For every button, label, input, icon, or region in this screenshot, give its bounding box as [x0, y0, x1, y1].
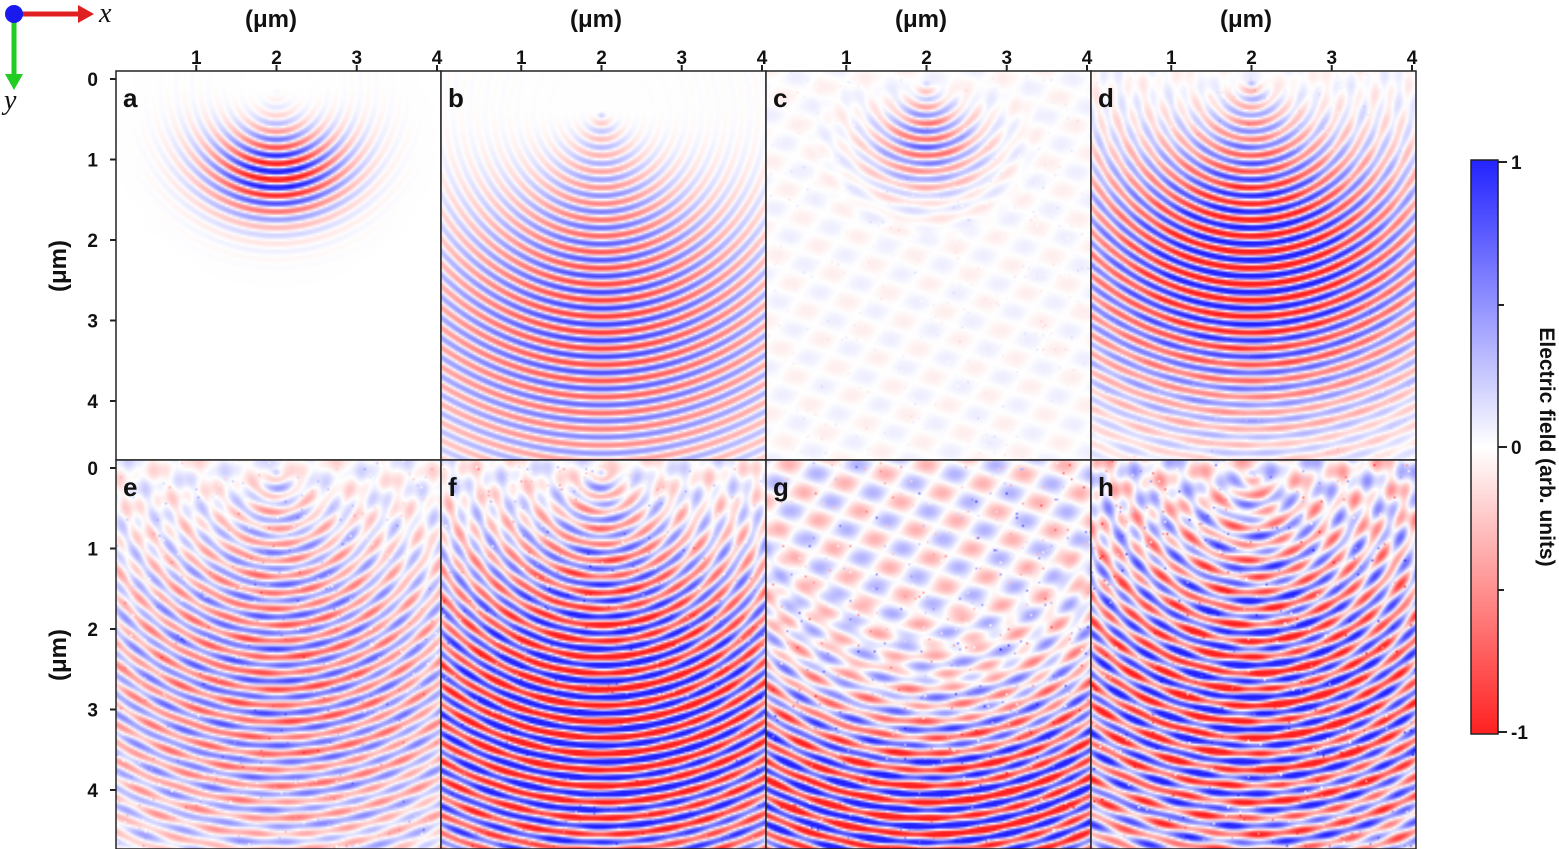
panel-label-a: a — [123, 83, 138, 113]
colorbar-tick-max: 1 — [1511, 153, 1522, 174]
field-map-c — [766, 71, 1091, 460]
panel-frame — [1090, 459, 1417, 849]
field-map-e — [116, 460, 441, 849]
field-map-f — [441, 460, 766, 849]
x-tick-label: 2 — [1246, 48, 1257, 69]
x-tick-label: 1 — [191, 48, 202, 69]
x-tick-label: 4 — [757, 48, 768, 69]
panel-h: h — [1090, 459, 1417, 849]
x-tick-label: 1 — [516, 48, 527, 69]
axis-indicator-x-label: x — [98, 0, 112, 29]
y-tick-label: 3 — [87, 312, 98, 333]
y-tick-label: 0 — [87, 70, 98, 91]
x-tick-label: 3 — [351, 48, 362, 69]
panel-b: b — [440, 70, 767, 461]
x-tick-label: 2 — [596, 48, 607, 69]
colorbar-tick-zero: 0 — [1511, 438, 1522, 459]
y-tick-label: 4 — [87, 392, 98, 413]
x-tick-label: 3 — [1326, 48, 1337, 69]
colorbar: 1 0 -1 Electric field (arb. units) — [1470, 153, 1558, 744]
x-tick-label: 4 — [432, 48, 443, 69]
x-tick-label: 4 — [1407, 48, 1418, 69]
panel-e: e — [115, 459, 442, 849]
panel-label-h: h — [1098, 472, 1114, 502]
panel-f: f — [440, 459, 767, 849]
x-unit-label-col-3: (μm) — [895, 6, 947, 33]
panel-c: c — [765, 70, 1092, 461]
tick-labels: 1 2 3 4 1 2 3 4 1 2 3 4 1 2 3 4 0 1 2 3 4 0 1 2 3 4 — [87, 48, 1417, 802]
field-map-b — [441, 71, 766, 460]
x-unit-label-col-4: (μm) — [1220, 6, 1272, 33]
y-unit-label-row-1: (μm) — [45, 240, 72, 292]
panel-d: d — [1090, 70, 1417, 461]
panel-label-g: g — [773, 472, 789, 502]
panel-label-d: d — [1098, 83, 1114, 113]
x-tick-label: 3 — [1001, 48, 1012, 69]
y-tick-label: 3 — [87, 701, 98, 722]
axes-indicator: x y — [1, 0, 112, 116]
y-tick-label: 0 — [87, 459, 98, 480]
y-tick-label: 4 — [87, 781, 98, 802]
y-tick-label: 1 — [87, 151, 98, 172]
y-tick-label: 2 — [87, 231, 98, 252]
field-map-a — [116, 71, 441, 460]
x-tick-label: 3 — [676, 48, 687, 69]
y-tick-label: 2 — [87, 620, 98, 641]
panel-label-e: e — [123, 472, 137, 502]
panel-g: g — [765, 459, 1092, 849]
x-tick-label: 2 — [921, 48, 932, 69]
x-tick-label: 4 — [1082, 48, 1093, 69]
x-tick-label: 1 — [1166, 48, 1177, 69]
y-tick-label: 1 — [87, 540, 98, 561]
x-tick-label: 2 — [271, 48, 282, 69]
x-unit-label-col-2: (μm) — [570, 6, 622, 33]
field-map-g — [766, 460, 1091, 849]
x-unit-label-col-1: (μm) — [245, 6, 297, 33]
colorbar-gradient — [1470, 159, 1499, 735]
x-tick-label: 1 — [841, 48, 852, 69]
panel-a: a — [115, 70, 442, 461]
panel-label-f: f — [448, 472, 457, 502]
panel-label-b: b — [448, 83, 464, 113]
panel-label-c: c — [773, 83, 787, 113]
colorbar-title: Electric field (arb. units) — [1535, 327, 1558, 566]
axis-indicator-y-label: y — [1, 85, 17, 116]
field-map-h — [1091, 460, 1416, 849]
field-map-d — [1091, 71, 1416, 460]
y-unit-label-row-2: (μm) — [45, 629, 72, 681]
panels: a b c d e f g h — [115, 70, 1417, 849]
colorbar-tick-min: -1 — [1511, 723, 1528, 744]
